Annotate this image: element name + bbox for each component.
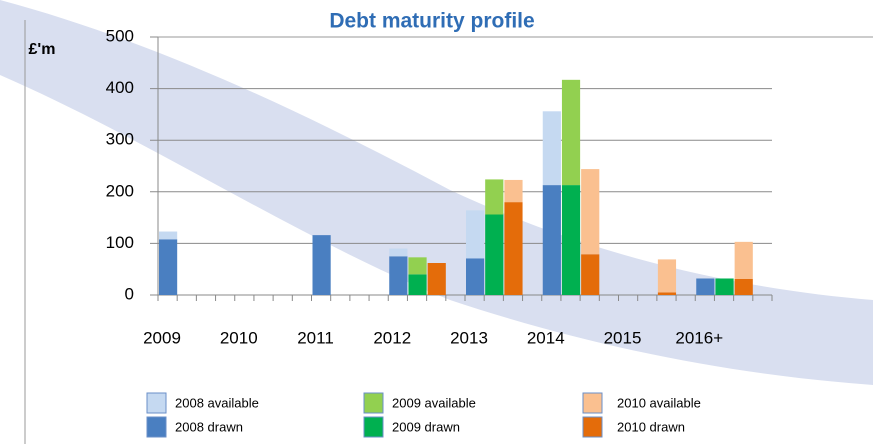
bar bbox=[485, 215, 503, 295]
legend-swatch bbox=[147, 417, 166, 437]
legend-label: 2009 drawn bbox=[392, 419, 460, 434]
x-tick-label: 2014 bbox=[527, 328, 565, 347]
bar bbox=[581, 254, 599, 295]
legend-label: 2009 available bbox=[392, 395, 476, 410]
x-tick-label: 2011 bbox=[297, 328, 334, 347]
bar bbox=[428, 263, 446, 295]
x-tick-label: 2016+ bbox=[675, 328, 723, 347]
bar bbox=[389, 249, 407, 257]
bar bbox=[562, 80, 580, 185]
y-tick-label: 400 bbox=[106, 78, 134, 97]
bar bbox=[543, 111, 561, 185]
x-tick-label: 2015 bbox=[604, 328, 642, 347]
x-tick-label: 2010 bbox=[220, 328, 258, 347]
bar bbox=[408, 274, 426, 295]
legend-label: 2010 available bbox=[617, 395, 701, 410]
bar bbox=[466, 258, 484, 295]
y-tick-label: 100 bbox=[106, 233, 134, 252]
bar bbox=[159, 239, 177, 295]
bar bbox=[696, 278, 714, 295]
x-tick-label: 2013 bbox=[450, 328, 488, 347]
bar bbox=[581, 169, 599, 254]
bar bbox=[543, 185, 561, 295]
bar bbox=[313, 235, 331, 295]
y-axis-label: £'m bbox=[29, 41, 56, 58]
y-tick-label: 0 bbox=[125, 284, 134, 303]
legend-label: 2008 drawn bbox=[175, 419, 243, 434]
y-tick-label: 300 bbox=[106, 130, 134, 149]
y-tick-label: 500 bbox=[106, 26, 134, 45]
legend-swatch bbox=[364, 417, 383, 437]
bar bbox=[658, 259, 676, 292]
bar bbox=[715, 278, 733, 295]
bar bbox=[658, 292, 676, 295]
bar bbox=[504, 180, 522, 202]
bar bbox=[466, 210, 484, 258]
legend-swatch bbox=[583, 417, 602, 437]
y-tick-label: 200 bbox=[106, 181, 134, 200]
legend-swatch bbox=[147, 393, 166, 413]
bar bbox=[389, 256, 407, 295]
legend-swatch bbox=[364, 393, 383, 413]
bar bbox=[504, 202, 522, 295]
legend-label: 2008 available bbox=[175, 395, 259, 410]
x-tick-label: 2012 bbox=[373, 328, 411, 347]
bar bbox=[159, 232, 177, 240]
legend-swatch bbox=[583, 393, 602, 413]
chart-title: Debt maturity profile bbox=[329, 10, 534, 33]
chart: Debt maturity profile £'m 0 100 200 300 400 5… bbox=[0, 0, 873, 444]
legend-label: 2010 drawn bbox=[617, 419, 685, 434]
bar bbox=[562, 185, 580, 295]
bar bbox=[485, 179, 503, 214]
bar bbox=[735, 279, 753, 295]
bar bbox=[735, 242, 753, 279]
bar bbox=[408, 257, 426, 274]
x-tick-label: 2009 bbox=[143, 328, 181, 347]
